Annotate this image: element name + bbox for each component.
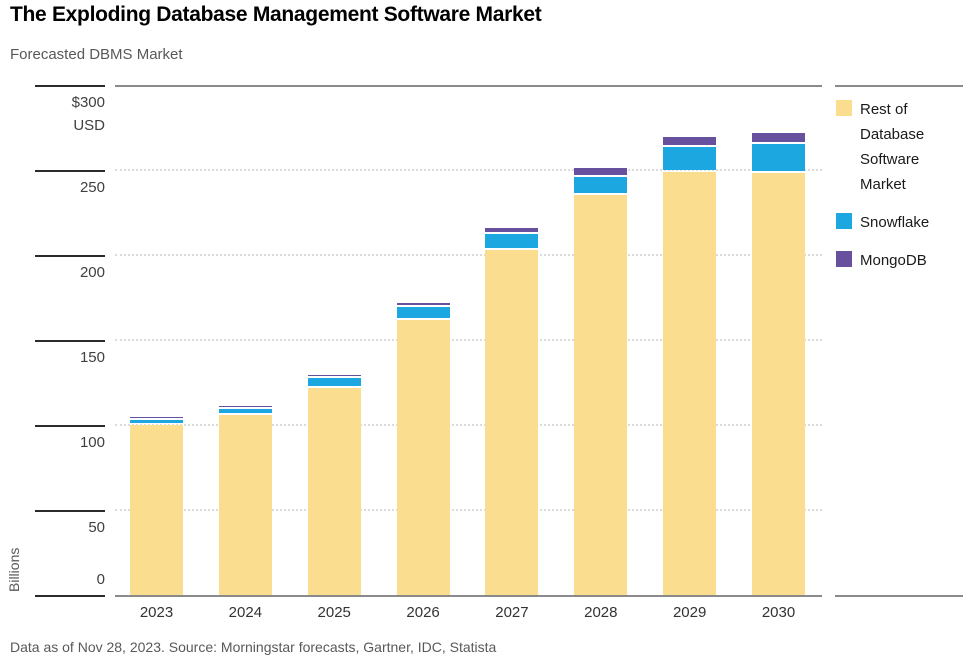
y-axis-currency-label: USD (73, 117, 105, 134)
bar-segment-mongodb-2027 (485, 227, 539, 232)
mongodb-swatch-icon (836, 251, 852, 267)
bar-segment-snowflake-2023 (130, 419, 183, 423)
bar-segment-mongodb-2030 (752, 132, 806, 142)
y-tick-line-100 (35, 425, 105, 427)
bar-segment-snowflake-2026 (396, 306, 450, 318)
bar-segment-rest-of-market-2025 (307, 387, 361, 595)
bar-segment-snowflake-2029 (663, 147, 717, 170)
y-tick-line-250 (35, 170, 105, 172)
y-tick-line-200 (35, 255, 105, 257)
y-tick-label-200: 200 (79, 264, 105, 281)
x-tick-label-2024: 2024 (228, 604, 263, 621)
x-tick-label-2025: 2025 (317, 604, 351, 621)
y-tick-label-250: 250 (79, 179, 105, 196)
bar-segment-rest-of-market-2024 (218, 414, 272, 595)
gridline-200 (115, 254, 822, 256)
y-tick-line-150 (35, 340, 105, 342)
baseline-legend-segment (835, 595, 963, 597)
y-tick-line-300 (35, 85, 105, 87)
bar-segment-mongodb-2024 (218, 405, 272, 407)
bar-2030 (752, 132, 806, 595)
legend-label: MongoDB (860, 252, 927, 269)
y-tick-label-100: 100 (79, 434, 105, 451)
bar-2024 (218, 405, 272, 595)
legend-item-mongodb: MongoDB (835, 248, 965, 273)
x-tick-label-2028: 2028 (584, 604, 618, 621)
y-tick-label-50: 50 (88, 519, 105, 536)
gridline-50 (115, 509, 822, 511)
bar-segment-snowflake-2027 (485, 233, 539, 248)
bar-segment-snowflake-2025 (307, 378, 361, 386)
bar-segment-mongodb-2029 (663, 136, 717, 146)
x-tick-label-2023: 2023 (139, 604, 174, 621)
bar-2023 (130, 416, 183, 595)
bar-segment-mongodb-2028 (574, 168, 628, 175)
legend-item-snowflake: Snowflake (835, 210, 965, 235)
legend: Rest of Database Software Market Snowfla… (835, 85, 965, 286)
rest-of-market-swatch-icon (836, 100, 852, 116)
bar-segment-rest-of-market-2026 (396, 319, 450, 595)
bar-segment-mongodb-2023 (130, 416, 183, 418)
y-tick-line-50 (35, 510, 105, 512)
bar-segment-rest-of-market-2027 (485, 249, 539, 595)
x-tick-label-2030: 2030 (761, 604, 796, 621)
y-tick-label-0: 0 (96, 571, 105, 588)
chart-title: The Exploding Database Management Softwa… (10, 3, 542, 26)
plot-top-border (115, 85, 822, 87)
bar-2028 (574, 168, 628, 595)
y-tick-label-150: 150 (79, 349, 105, 366)
bar-segment-rest-of-market-2030 (752, 173, 806, 595)
x-tick-label-2029: 2029 (672, 604, 707, 621)
x-axis-baseline (115, 595, 822, 597)
bar-segment-mongodb-2025 (307, 374, 361, 377)
bar-segment-snowflake-2028 (574, 176, 628, 194)
bar-segment-snowflake-2024 (218, 408, 272, 413)
chart-subtitle: Forecasted DBMS Market (10, 46, 183, 63)
bar-2027 (485, 227, 539, 595)
x-tick-label-2026: 2026 (406, 604, 440, 621)
bar-segment-mongodb-2026 (396, 302, 450, 305)
bar-segment-rest-of-market-2029 (663, 171, 717, 595)
snowflake-swatch-icon (836, 213, 852, 229)
x-tick-label-2027: 2027 (495, 604, 529, 621)
legend-label: Rest of Database Software Market (860, 101, 925, 193)
y-tick-label-300: $300 USD (35, 91, 105, 137)
bar-2029 (663, 136, 717, 595)
bar-segment-rest-of-market-2023 (130, 424, 183, 595)
bar-2025 (307, 374, 361, 595)
y-axis-unit-label: Billions (6, 547, 22, 592)
source-note: Data as of Nov 28, 2023. Source: Morning… (10, 639, 497, 655)
bar-segment-rest-of-market-2028 (574, 195, 628, 595)
gridline-250 (115, 169, 822, 171)
legend-item-rest-of-market: Rest of Database Software Market (835, 97, 965, 197)
bar-segment-snowflake-2030 (752, 143, 806, 172)
legend-top-border (835, 85, 963, 87)
gridline-100 (115, 424, 822, 426)
legend-label: Snowflake (860, 214, 930, 231)
bar-2026 (396, 302, 450, 595)
gridline-150 (115, 339, 822, 341)
y-tick-line-0 (35, 595, 105, 597)
